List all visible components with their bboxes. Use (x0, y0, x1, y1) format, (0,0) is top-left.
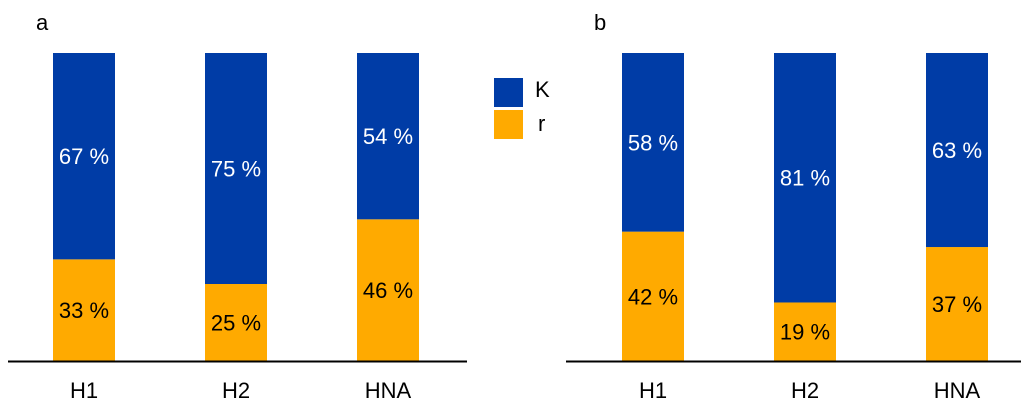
legend-label-r: r (538, 111, 545, 136)
data-label-k: 75 % (211, 157, 261, 182)
data-label-r: 37 % (932, 292, 982, 317)
x-tick-label: H2 (222, 378, 250, 403)
data-label-r: 19 % (780, 320, 830, 345)
legend-swatch-r (494, 110, 523, 139)
data-label-r: 46 % (363, 278, 413, 303)
x-tick-label: HNA (934, 378, 981, 403)
data-label-k: 67 % (59, 144, 109, 169)
data-label-k: 81 % (780, 166, 830, 191)
bar-segment-r (53, 259, 115, 361)
bar-segment-r (622, 231, 684, 361)
panel-label: b (594, 10, 606, 35)
panel-label: a (36, 10, 49, 35)
legend-swatch-k (494, 78, 523, 107)
x-tick-label: H1 (70, 378, 98, 403)
bar-segment-k (926, 53, 988, 248)
x-tick-label: H1 (639, 378, 667, 403)
bar-segment-k (622, 53, 684, 232)
panel-a: a 67 % 33 % H1 75 % 25 % H2 54 % 46 % HNA (8, 10, 467, 403)
bar-segment-k (774, 53, 836, 303)
bar-segment-r (774, 302, 836, 361)
data-label-k: 54 % (363, 124, 413, 149)
data-label-r: 42 % (628, 284, 678, 309)
bar-segment-r (357, 219, 419, 361)
legend: Kr (494, 77, 550, 139)
data-label-k: 58 % (628, 130, 678, 155)
bar-segment-k (53, 53, 115, 260)
bar-segment-k (205, 53, 267, 284)
legend-label-k: K (535, 77, 550, 102)
data-label-r: 25 % (211, 311, 261, 336)
x-tick-label: HNA (365, 378, 412, 403)
data-label-r: 33 % (59, 298, 109, 323)
bar-segment-k (357, 53, 419, 220)
x-tick-label: H2 (791, 378, 819, 403)
panel-b: b 58 % 42 % H1 81 % 19 % H2 63 % 37 % HNA (566, 10, 1021, 403)
bar-segment-r (205, 284, 267, 361)
data-label-k: 63 % (932, 138, 982, 163)
bar-segment-r (926, 247, 988, 361)
